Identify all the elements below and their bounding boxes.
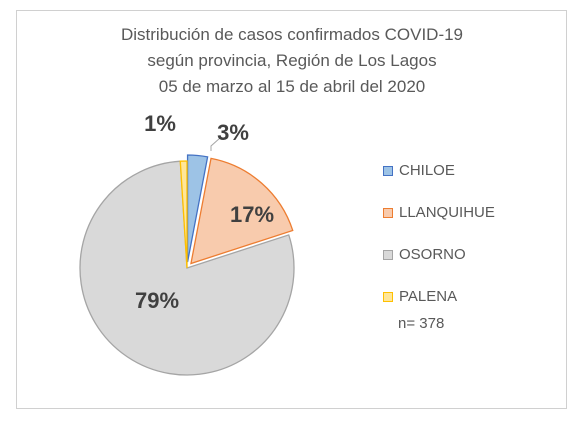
- pie-slice-chiloe: [186, 154, 209, 263]
- legend-swatch-chiloe: [383, 165, 393, 176]
- legend-swatch-llanquihue: [383, 207, 393, 218]
- data-label-chiloe: 3%: [217, 120, 249, 145]
- legend-label-llanquihue: LLANQUIHUE: [399, 204, 495, 221]
- data-label-llanquihue: 17%: [230, 202, 274, 227]
- sample-size-note: n= 378: [398, 315, 445, 332]
- legend-item-osorno: OSORNO: [383, 244, 495, 265]
- chart-legend: CHILOE LLANQUIHUE OSORNO PALENA: [383, 160, 495, 328]
- pie-slice-llanquihue: [190, 157, 294, 265]
- legend-label-osorno: OSORNO: [399, 246, 466, 263]
- legend-item-palena: PALENA: [383, 286, 495, 307]
- chart-title-line-3: 05 de marzo al 15 de abril del 2020: [158, 77, 426, 96]
- legend-item-chiloe: CHILOE: [383, 160, 495, 181]
- legend-label-chiloe: CHILOE: [399, 162, 455, 179]
- legend-swatch-osorno: [383, 249, 393, 260]
- legend-item-llanquihue: LLANQUIHUE: [383, 202, 495, 223]
- chart-title-line-2: según provincia, Región de Los Lagos: [147, 51, 437, 70]
- data-label-osorno: 79%: [135, 288, 179, 313]
- legend-label-palena: PALENA: [399, 288, 458, 305]
- pie-slice-palena: [179, 160, 188, 269]
- legend-swatch-palena: [383, 291, 393, 302]
- pie-slice-osorno: [79, 160, 295, 376]
- chart-title-line-1: Distribución de casos confirmados COVID-…: [120, 25, 464, 44]
- data-label-palena: 1%: [144, 111, 176, 136]
- chart-title: Distribución de casos confirmados COVID-…: [0, 22, 584, 100]
- leader-line-chiloe: [210, 137, 221, 151]
